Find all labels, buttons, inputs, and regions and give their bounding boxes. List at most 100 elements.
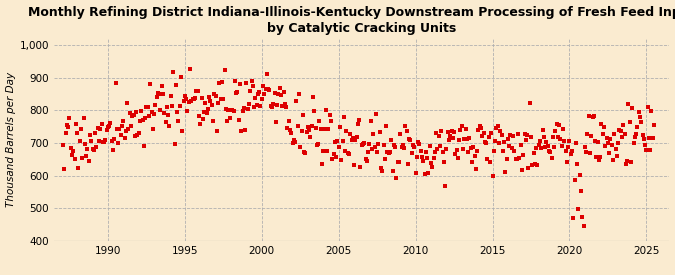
Point (241, 81, 252, 86)
Point (410, 171, 421, 176)
Point (522, 133, 533, 138)
Point (355, 164, 366, 169)
Point (555, 137, 566, 141)
Point (328, 152, 339, 156)
Point (313, 141, 323, 146)
Point (345, 132, 356, 136)
Point (601, 136, 612, 141)
Point (63, 125, 74, 129)
Point (325, 119, 336, 123)
Point (255, 103, 266, 108)
Point (472, 149, 483, 153)
Point (237, 109, 248, 113)
Point (208, 119, 219, 123)
Point (123, 126, 134, 131)
Point (489, 149, 500, 153)
Point (103, 125, 113, 130)
Point (450, 152, 461, 156)
Point (304, 127, 315, 132)
Point (302, 125, 313, 129)
Point (442, 130, 453, 134)
Point (526, 135, 537, 139)
Point (599, 125, 610, 129)
Point (159, 111, 169, 115)
Point (465, 145, 476, 150)
Point (468, 145, 479, 149)
Point (180, 94, 190, 98)
Point (381, 124, 392, 128)
Point (591, 154, 602, 159)
Point (475, 123, 485, 128)
Point (168, 70, 179, 75)
Point (173, 119, 184, 123)
Point (348, 136, 358, 140)
Point (90, 131, 101, 135)
Point (485, 160, 495, 164)
Point (248, 104, 259, 109)
Point (627, 106, 638, 111)
Point (537, 128, 548, 132)
Point (107, 148, 118, 153)
Point (414, 142, 425, 146)
Point (57, 143, 68, 147)
Point (235, 82, 246, 86)
Point (562, 160, 572, 164)
Point (109, 137, 119, 142)
Point (476, 126, 487, 130)
Point (642, 104, 653, 109)
Point (290, 140, 300, 144)
Point (576, 189, 587, 193)
Point (596, 122, 607, 126)
Point (456, 124, 467, 128)
Point (466, 160, 477, 164)
Point (524, 100, 535, 105)
Point (124, 111, 135, 115)
Point (609, 132, 620, 136)
Point (174, 103, 185, 108)
Point (479, 140, 490, 145)
Point (145, 82, 156, 86)
Point (335, 124, 346, 129)
Point (120, 129, 131, 133)
Point (284, 119, 294, 123)
Point (250, 96, 261, 100)
Point (373, 141, 384, 146)
Point (358, 141, 369, 146)
Point (462, 137, 472, 141)
Point (188, 97, 199, 101)
Point (516, 168, 527, 173)
Point (261, 72, 272, 76)
Point (645, 147, 655, 152)
Point (436, 128, 447, 133)
Point (613, 140, 624, 145)
Point (377, 169, 387, 173)
Point (205, 98, 216, 103)
Point (78, 116, 89, 121)
Point (272, 103, 283, 108)
Point (223, 107, 234, 112)
Point (322, 149, 333, 153)
Point (273, 92, 284, 96)
Point (458, 147, 468, 152)
Point (242, 107, 253, 111)
Point (608, 158, 618, 162)
Point (271, 120, 281, 125)
Point (311, 143, 322, 147)
Point (497, 149, 508, 154)
Point (543, 149, 554, 154)
Point (367, 146, 377, 151)
Point (545, 150, 556, 154)
Point (419, 172, 430, 176)
Point (383, 151, 394, 155)
Point (321, 107, 331, 112)
Point (362, 159, 373, 163)
Point (566, 151, 576, 156)
Point (192, 89, 203, 94)
Point (395, 132, 406, 136)
Point (82, 147, 93, 151)
Point (157, 84, 167, 88)
Point (94, 138, 105, 143)
Point (314, 119, 325, 123)
Point (579, 145, 590, 149)
Point (117, 124, 128, 128)
